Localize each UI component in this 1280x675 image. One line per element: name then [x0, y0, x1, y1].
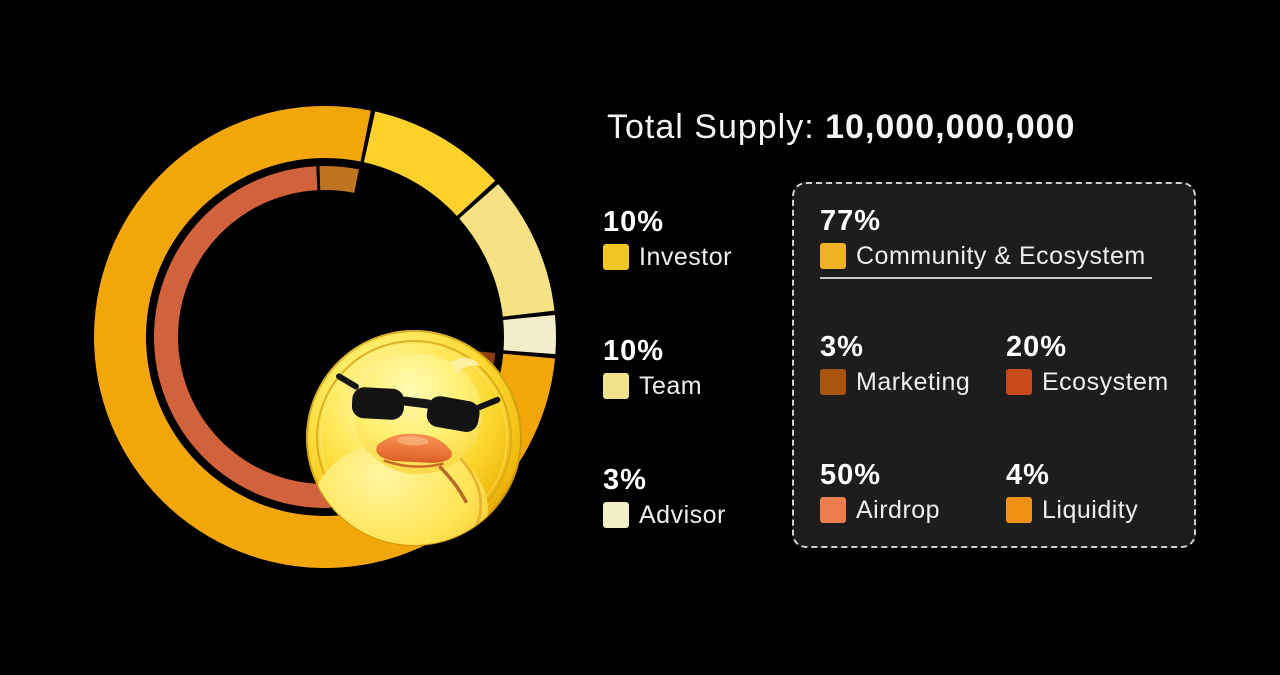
- legend-item-advisor: 3% Advisor: [603, 463, 732, 530]
- community-label: Community & Ecosystem: [856, 241, 1146, 270]
- legend-item-marketing: 3% Marketing: [820, 331, 971, 397]
- duck-coin-graphic: [306, 330, 522, 546]
- team-percent: 10%: [603, 334, 665, 367]
- page-title: Total Supply: 10,000,000,000: [607, 108, 1075, 147]
- legend-item-liquidity: 4% Liquidity: [1006, 459, 1139, 525]
- donut-segment-investor: [363, 111, 496, 216]
- duck-body: [312, 440, 488, 545]
- team-swatch: [603, 373, 629, 400]
- community-percent: 77%: [820, 205, 882, 237]
- liquidity-percent: 4%: [1006, 459, 1050, 491]
- donut-segment-airdrop: [154, 166, 331, 508]
- community-breakdown-box: 77% Community & Ecosystem 3% Marketing 2…: [792, 182, 1196, 548]
- liquidity-label: Liquidity: [1042, 495, 1139, 524]
- duck-sunglasses-icon: [336, 373, 501, 432]
- ecosystem-label: Ecosystem: [1042, 367, 1169, 396]
- liquidity-swatch: [1006, 497, 1032, 524]
- legend-item-community-ecosystem: 77% Community & Ecosystem: [820, 205, 1146, 271]
- marketing-label: Marketing: [856, 367, 971, 396]
- marketing-swatch: [820, 369, 846, 396]
- duck-smirk-line: [438, 465, 469, 504]
- donut-segment-liquidity: [319, 166, 359, 193]
- airdrop-swatch: [820, 497, 846, 524]
- airdrop-percent: 50%: [820, 459, 882, 491]
- donut-chart: [89, 101, 561, 573]
- team-label: Team: [639, 371, 703, 400]
- legend-left-column: 10% Investor 10% Team 3% Advisor: [603, 206, 732, 594]
- investor-percent: 10%: [603, 206, 665, 238]
- donut-segment-advisor: [503, 315, 556, 355]
- title-total-supply-value: 10,000,000,000: [825, 108, 1076, 146]
- legend-item-team: 10% Team: [603, 334, 732, 401]
- airdrop-label: Airdrop: [856, 495, 941, 524]
- legend-item-ecosystem: 20% Ecosystem: [1006, 331, 1169, 397]
- advisor-percent: 3%: [603, 463, 647, 496]
- advisor-label: Advisor: [639, 500, 726, 529]
- advisor-swatch: [603, 502, 629, 529]
- ecosystem-percent: 20%: [1006, 331, 1068, 363]
- header-underline: [820, 277, 1152, 279]
- duck-coin: [304, 328, 524, 548]
- duck-tuft: [450, 357, 480, 374]
- duck-beak: [376, 433, 469, 504]
- investor-swatch: [603, 244, 629, 271]
- legend-item-airdrop: 50% Airdrop: [820, 459, 941, 525]
- investor-label: Investor: [639, 242, 732, 271]
- donut-segment-team: [459, 184, 555, 317]
- ecosystem-swatch: [1006, 369, 1032, 396]
- legend-item-investor: 10% Investor: [603, 206, 732, 272]
- marketing-percent: 3%: [820, 331, 864, 363]
- community-swatch: [820, 243, 846, 270]
- title-prefix: Total Supply:: [607, 108, 826, 146]
